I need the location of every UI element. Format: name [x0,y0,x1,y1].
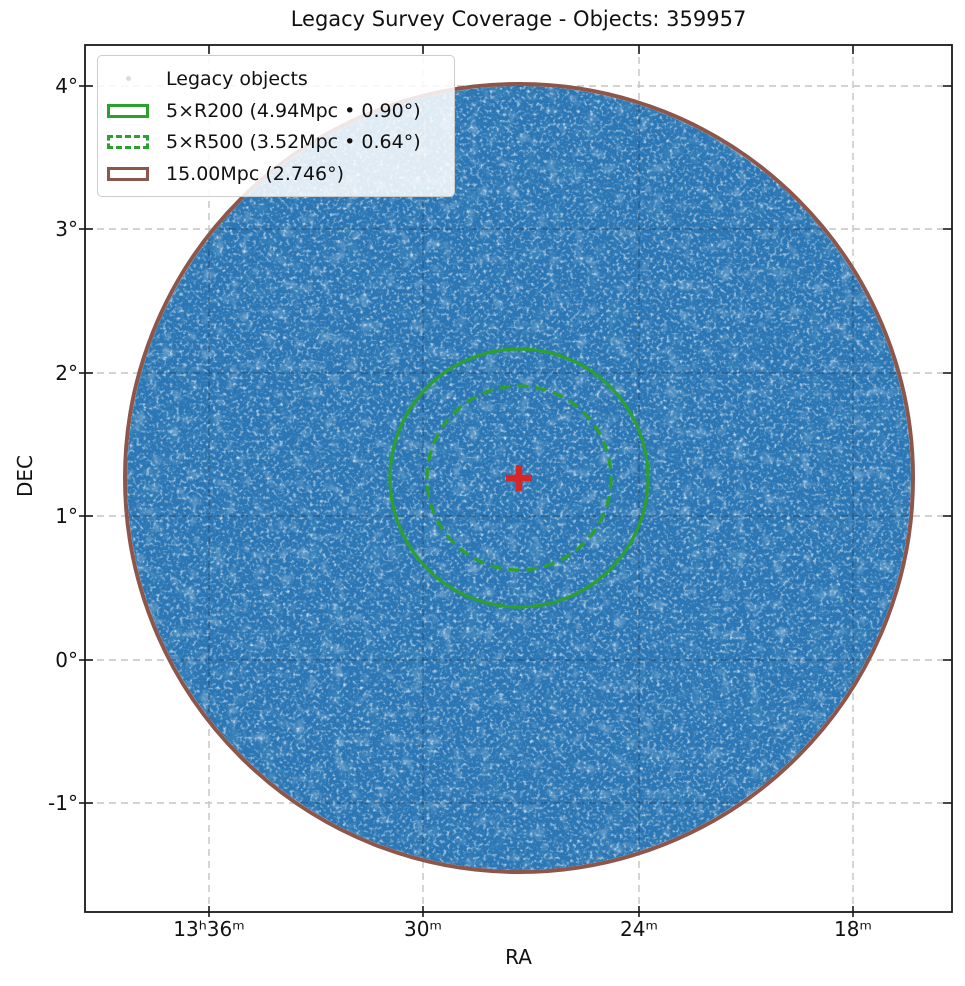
x-tick-label: 30ᵐ [404,917,442,941]
coverage-circle-15mpc [123,82,915,874]
y-tick-label: -1° [48,791,78,815]
legend-item-r500: 5×R500 (3.52Mpc • 0.64°) [106,127,442,158]
center-marker [506,465,532,491]
coverage-swatch [107,167,149,182]
r200-swatch [107,103,149,118]
axes-spines [84,44,953,913]
legend-item-15mpc: 15.00Mpc (2.746°) [106,159,442,190]
r500-swatch [107,135,149,150]
y-tick-label: 0° [55,648,78,672]
r200-circle [388,347,650,609]
tick-marks [79,45,952,917]
scatter-dot-marker [106,76,150,82]
chart-title: Legacy Survey Coverage - Objects: 359957 [290,7,747,31]
y-tick-label: 4° [55,74,78,98]
r500-circle [425,384,613,572]
y-tick-label: 2° [55,361,78,385]
x-axis-label: RA [505,945,532,969]
legend-item-r200: 5×R200 (4.94Mpc • 0.90°) [106,95,442,126]
x-tick-label: 24ᵐ [620,917,658,941]
legend-item-legacy-objects: Legacy objects [106,63,442,94]
x-tick-label: 18ᵐ [834,917,872,941]
x-tick-label: 13ʰ36ᵐ [173,917,245,941]
y-axis-label: DEC [13,455,37,498]
y-tick-label: 1° [55,504,78,528]
y-tick-label: 3° [55,217,78,241]
legend: Legacy objects 5×R200 (4.94Mpc • 0.90°) … [97,55,455,197]
